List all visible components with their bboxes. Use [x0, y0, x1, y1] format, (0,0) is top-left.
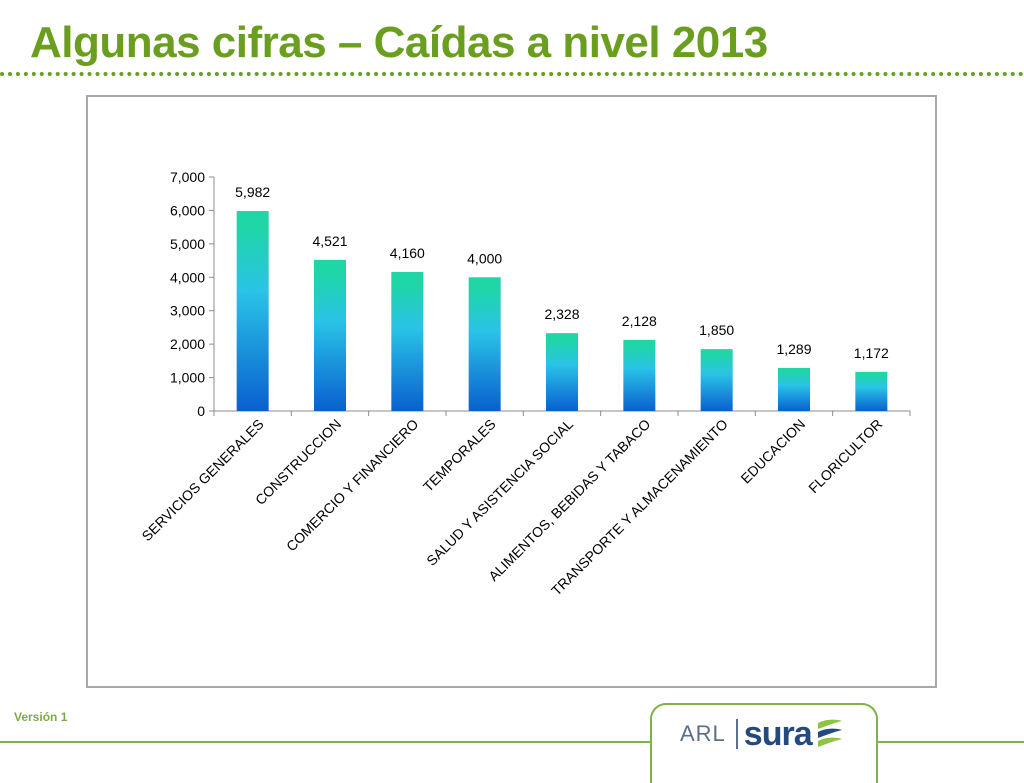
bar-chart: 0 1,000 2,000 3,000 4,000 5,000 6,000 7,000 5,98…	[138, 169, 911, 599]
category-label: SALUD Y ASISTENCIA SOCIAL	[423, 416, 576, 569]
bar	[314, 259, 346, 411]
footer-divider	[0, 741, 1024, 743]
category-label: FLORICULTOR	[805, 416, 885, 496]
version-label: Versión 1	[14, 710, 68, 724]
category-label: EDUCACION	[737, 416, 808, 487]
y-tick-label: 1,000	[170, 370, 205, 386]
brand-name: sura	[743, 714, 813, 753]
data-label: 4,000	[467, 250, 502, 266]
data-label: 1,172	[854, 345, 889, 361]
data-label: 2,128	[622, 313, 657, 329]
bar	[546, 333, 578, 411]
data-label: 4,160	[390, 245, 425, 261]
data-label: 2,328	[544, 306, 579, 322]
data-label: 5,982	[235, 184, 270, 200]
bar	[623, 339, 656, 411]
title-divider	[0, 72, 1024, 76]
category-label: CONSTRUCCION	[252, 416, 344, 508]
brand-prefix: ARL	[680, 721, 726, 746]
category-label: ALIMENTOS, BEBIDAS Y TABACO	[485, 416, 653, 584]
bar	[855, 371, 888, 411]
y-tick-label: 6,000	[170, 202, 205, 218]
data-label: 4,521	[312, 233, 347, 249]
bar	[236, 211, 269, 411]
y-tick-label: 3,000	[170, 303, 205, 319]
chart-frame: 0 1,000 2,000 3,000 4,000 5,000 6,000 7,000 5,98…	[86, 95, 937, 688]
brand-logo: ARL sura	[680, 712, 844, 756]
brand-separator	[735, 719, 738, 749]
slide-title: Algunas cifras – Caídas a nivel 2013	[30, 18, 768, 67]
sura-wing-logo-icon	[817, 719, 842, 747]
y-tick-label: 7,000	[170, 169, 205, 185]
bar	[391, 271, 424, 411]
category-label: COMERCIO Y FINANCIERO	[283, 416, 422, 555]
category-label: SERVICIOS GENERALES	[138, 416, 266, 544]
data-label: 1,850	[699, 322, 734, 338]
y-tick-label: 4,000	[170, 269, 205, 285]
category-label: TEMPORALES	[420, 416, 499, 495]
y-tick-label: 0	[197, 403, 205, 419]
data-label: 1,289	[776, 341, 811, 357]
category-label: TRANSPORTE Y ALMACENAMIENTO	[548, 416, 731, 599]
bar	[778, 367, 810, 411]
bar	[468, 277, 501, 411]
y-tick-label: 2,000	[170, 336, 205, 352]
bar	[700, 349, 733, 411]
y-tick-label: 5,000	[170, 236, 205, 252]
